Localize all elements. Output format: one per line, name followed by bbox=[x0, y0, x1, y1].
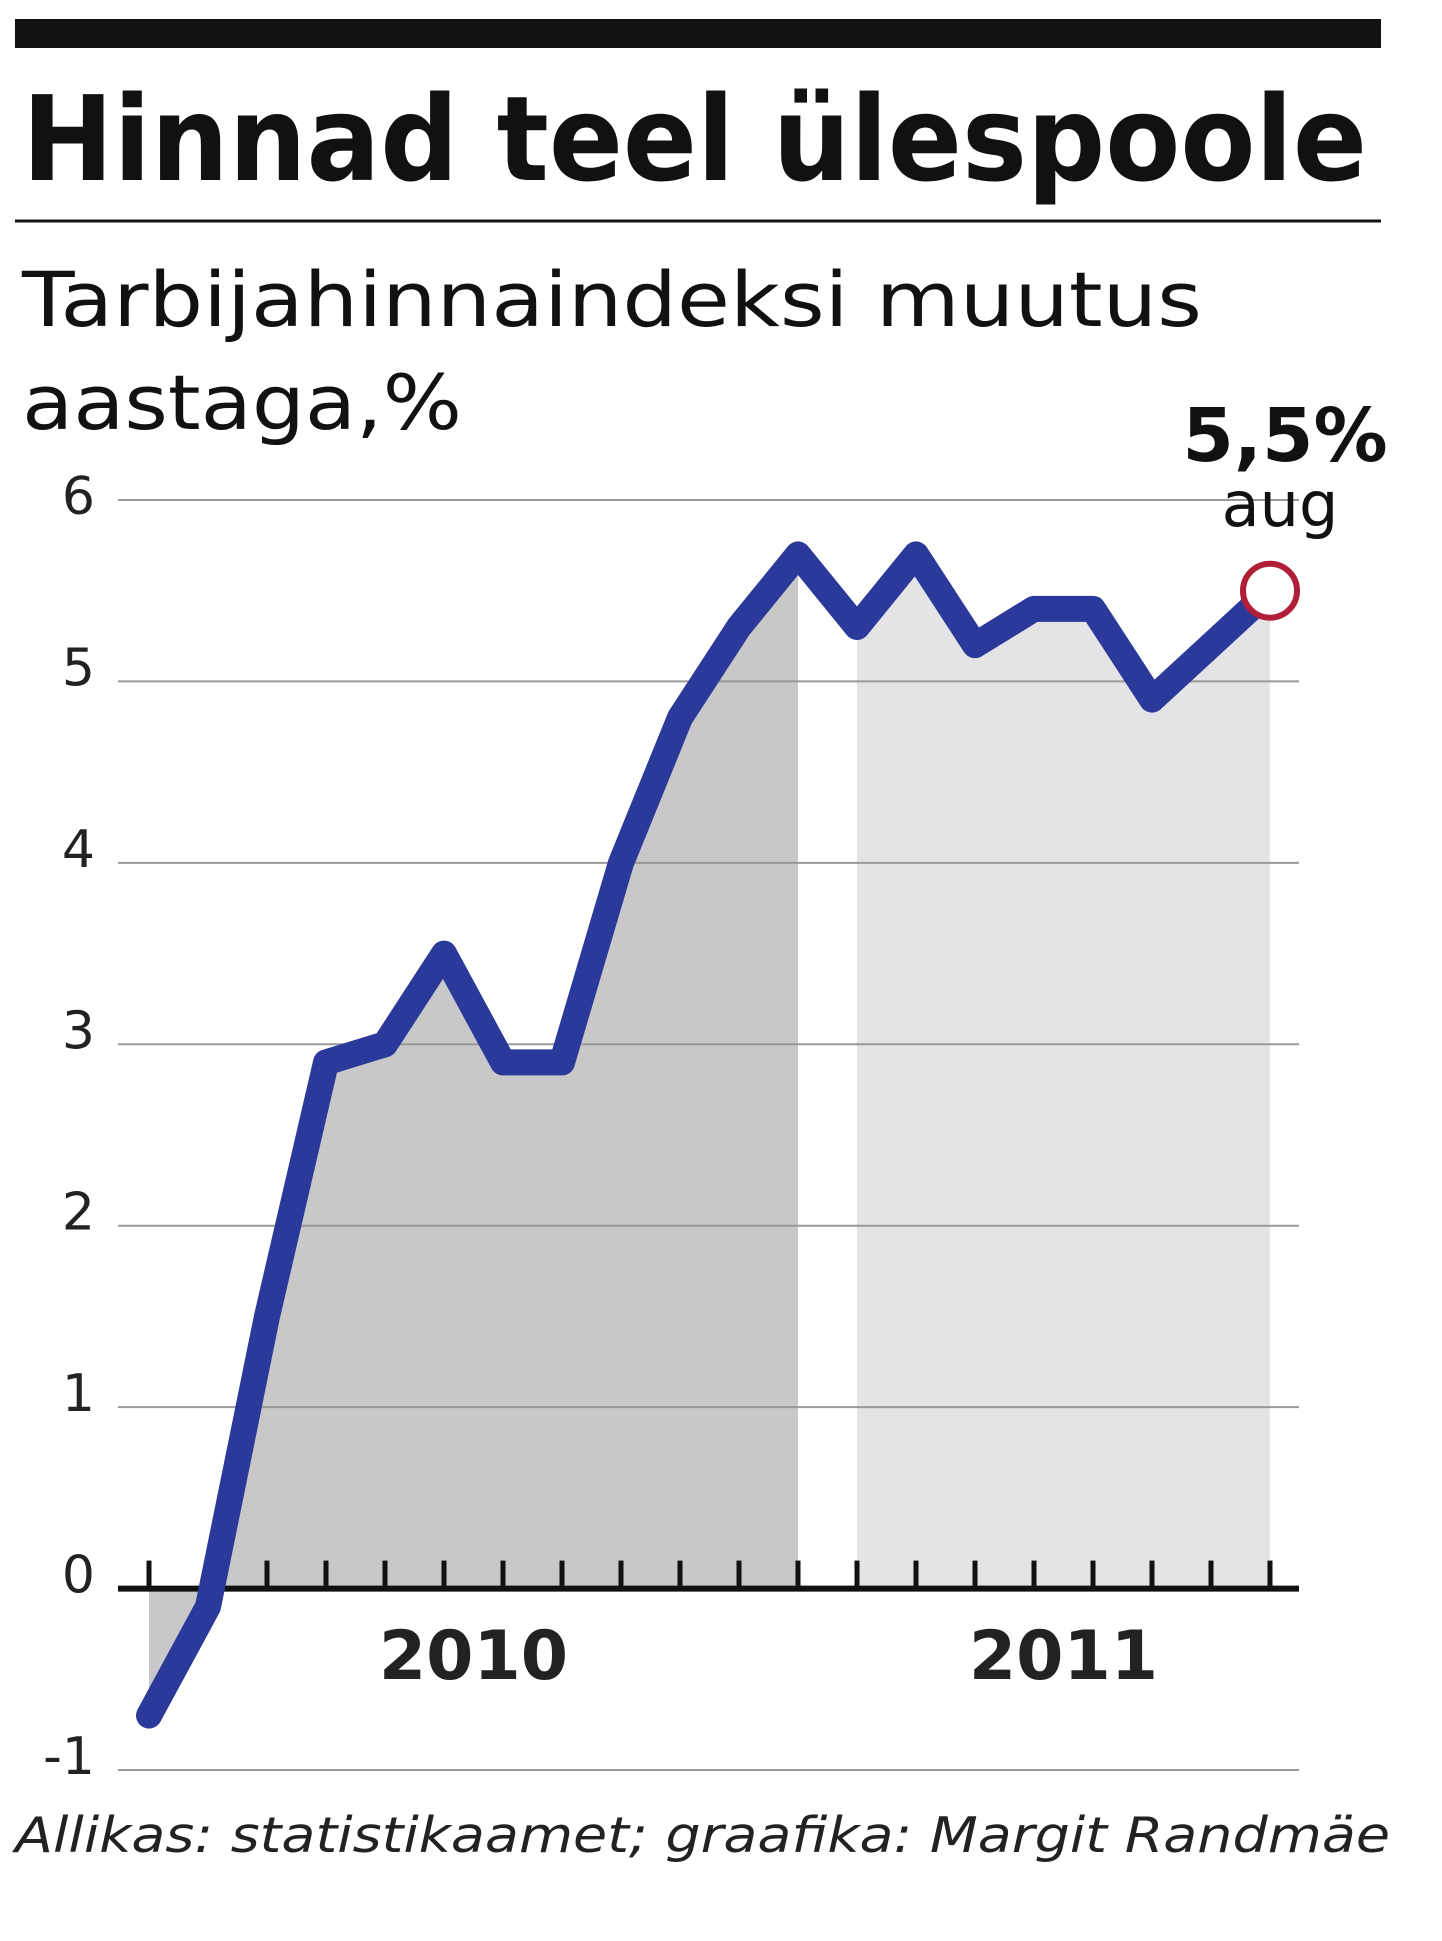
group-label: 2010 bbox=[379, 1617, 568, 1696]
y-tick-label: 0 bbox=[62, 1546, 95, 1606]
subtitle: Tarbijahinnaindeksi muutus bbox=[21, 255, 1202, 344]
y-tick-label: 4 bbox=[62, 820, 95, 880]
y-tick-label: 2 bbox=[62, 1183, 95, 1243]
value-label: 5,5% bbox=[1182, 393, 1387, 479]
group-label: 2011 bbox=[969, 1617, 1158, 1696]
subtitle: aastaga,% bbox=[22, 358, 462, 447]
y-tick-label: 6 bbox=[62, 467, 95, 527]
group-area bbox=[149, 554, 798, 1716]
highlight-marker bbox=[1240, 560, 1300, 621]
y-tick-label: -1 bbox=[43, 1727, 95, 1787]
plot: 2010 2011 -1 0 1 2 3 4 5 6 5,5%aug bbox=[43, 393, 1387, 1787]
line bbox=[136, 541, 1283, 1729]
chart-title: Hinnad teel ülespoole bbox=[22, 70, 1367, 208]
y-tick-label: 1 bbox=[62, 1364, 95, 1424]
title-bar bbox=[15, 19, 1381, 48]
y-tick-label: 5 bbox=[62, 638, 95, 698]
source: Allikas: statistikaamet; graafika: Margi… bbox=[12, 1807, 1390, 1864]
y-tick-label: 3 bbox=[62, 1001, 95, 1061]
x-label: aug bbox=[1222, 468, 1339, 541]
group-area bbox=[857, 554, 1270, 1589]
